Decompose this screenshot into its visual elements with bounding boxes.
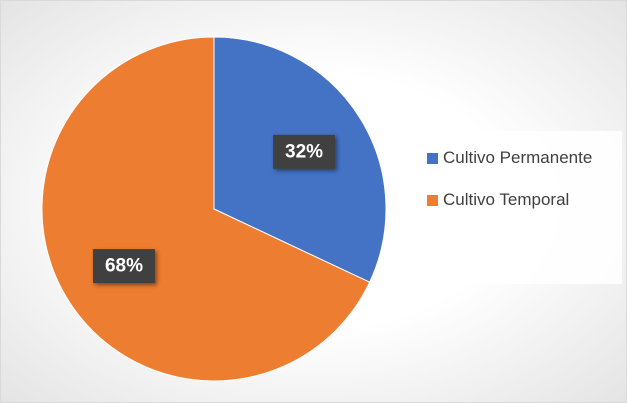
legend-label: Cultivo Permanente bbox=[443, 148, 593, 167]
legend-swatch bbox=[427, 195, 438, 206]
pie-slice bbox=[41, 36, 371, 382]
data-label: 32% bbox=[285, 141, 323, 162]
data-label-box bbox=[92, 249, 155, 284]
data-label: 68% bbox=[105, 256, 143, 277]
legend-item: Cultivo Permanente bbox=[427, 143, 593, 173]
legend-label: Cultivo Temporal bbox=[443, 190, 570, 209]
legend: Cultivo Permanente Cultivo Temporal bbox=[415, 131, 622, 284]
data-label-box bbox=[273, 134, 336, 169]
legend-swatch bbox=[427, 153, 438, 164]
legend-item: Cultivo Temporal bbox=[427, 185, 593, 215]
